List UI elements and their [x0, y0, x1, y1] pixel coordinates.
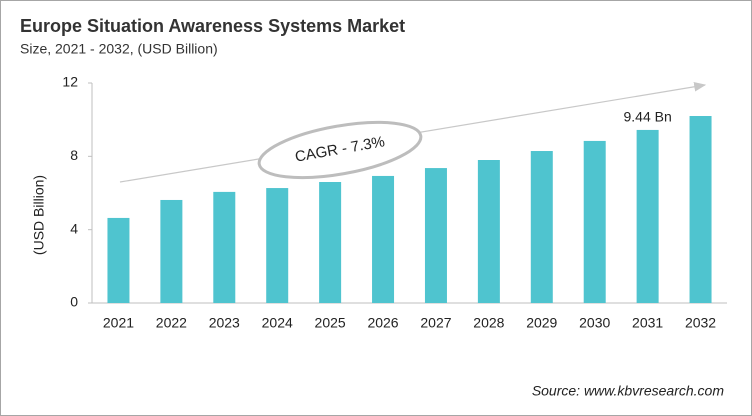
value-label: 9.44 Bn	[623, 109, 671, 125]
x-tick-label: 2027	[420, 315, 451, 331]
x-tick-label: 2022	[156, 315, 187, 331]
bar	[530, 151, 553, 303]
bar	[319, 182, 342, 303]
bar	[107, 217, 130, 303]
bar	[636, 129, 659, 303]
y-tick-label: 0	[70, 294, 78, 310]
bar	[689, 116, 712, 303]
x-tick-label: 2030	[579, 315, 610, 331]
x-tick-label: 2025	[315, 315, 346, 331]
x-tick-label: 2023	[209, 315, 240, 331]
bar	[213, 191, 236, 303]
cagr-ellipse	[257, 120, 423, 180]
bar	[372, 175, 395, 303]
x-tick-label: 2032	[685, 315, 716, 331]
y-tick-label: 12	[62, 74, 78, 90]
bar	[477, 160, 500, 303]
bar	[424, 168, 447, 303]
y-tick-label: 8	[70, 147, 78, 163]
x-tick-label: 2024	[262, 315, 293, 331]
y-tick-label: 4	[70, 220, 78, 236]
source: Source: www.kbvresearch.com	[532, 383, 725, 399]
x-tick-label: 2026	[367, 315, 398, 331]
x-tick-label: 2028	[473, 315, 504, 331]
x-tick-label: 2031	[632, 315, 663, 331]
x-tick-label: 2029	[526, 315, 557, 331]
bar	[266, 188, 289, 303]
chart-subtitle: Size, 2021 - 2032, (USD Billion)	[20, 41, 218, 57]
bar	[160, 199, 183, 303]
y-axis-label: (USD Billion)	[31, 175, 47, 255]
x-tick-label: 2021	[103, 315, 134, 331]
chart-title: Europe Situation Awareness Systems Marke…	[20, 16, 405, 36]
bar	[583, 140, 606, 303]
